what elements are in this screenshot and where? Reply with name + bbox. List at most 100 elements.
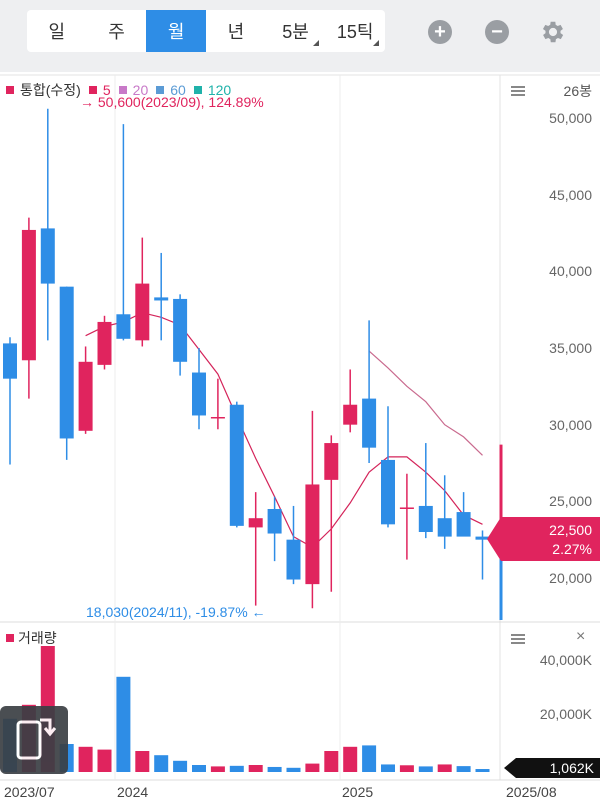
ma5-line [85,312,483,549]
tab-month-label: 월 [167,22,185,42]
volume-bar [229,765,244,772]
x-tick: 2025 [342,784,374,800]
legend-ma20: 20 [132,82,149,98]
tab-week-label: 주 [108,22,125,42]
volume-tick: 40,000K [539,652,592,668]
candle-body [248,518,263,528]
volume-bar [248,765,263,772]
x-tick: 2024 [117,784,149,800]
volume-swatch [6,634,14,642]
legend-ma5: 5 [102,82,111,98]
legend-ma120: 120 [207,82,232,98]
current-price-value: 22,500 [549,522,592,538]
candle-body [418,505,433,532]
candle-body [286,539,301,580]
period-toolbar: 일 주 월 년 5분 15틱 + − [0,0,600,72]
candle-body [116,314,131,339]
tab-15tick[interactable]: 15틱 [325,10,385,52]
volume-bar [173,760,188,772]
close-icon[interactable]: × [576,628,586,645]
volume-bar [324,751,339,772]
minus-circle-icon[interactable]: − [485,20,509,44]
volume-bar [399,765,414,772]
legend-main-label: 통합(수정) [20,82,81,98]
volume-tick: 20,000K [539,706,592,722]
price-tick: 35,000 [549,340,592,356]
candle-body [456,512,471,537]
candle-body [173,298,188,362]
current-price-badge: 22,500 2.27% [487,517,600,561]
current-price-change: 2.27% [552,541,592,557]
plus-circle-icon[interactable]: + [428,20,452,44]
candle-body [3,343,17,379]
volume-menu-icon[interactable] [511,634,525,644]
gear-icon[interactable] [539,18,567,46]
volume-bar [286,767,301,772]
price-tick: 50,000 [549,110,592,126]
price-tick: 40,000 [549,263,592,279]
candle-body [59,286,74,439]
max-price-label: → 50,600(2023/09), 124.89% [80,94,264,110]
candle-body [135,283,150,341]
price-tick: 45,000 [549,187,592,203]
volume-bar [418,766,433,772]
candle-body [154,297,169,301]
candle-body [362,398,377,448]
tab-day-label: 일 [48,22,66,42]
candle-body [437,518,452,537]
candle-body [78,361,93,431]
chart-menu-icon[interactable] [511,86,525,96]
candle-body [343,404,358,425]
legend-swatch-ma60 [156,86,165,94]
tab-day[interactable]: 일 [27,10,87,52]
volume-bar [343,746,358,772]
volume-bar [154,755,169,772]
volume-label: 거래량 [18,630,57,646]
volume-bar [97,749,112,772]
tab-5min-label: 5분 [282,22,309,42]
volume-bar [362,745,377,772]
legend-ma60: 60 [170,82,186,98]
candle-body [381,459,395,525]
tab-week[interactable]: 주 [87,10,147,52]
tab-5min[interactable]: 5분 [266,10,326,52]
dropdown-corner-icon [313,40,320,46]
volume-bar [456,766,471,772]
candle-body [97,321,112,365]
ma20-line [368,350,483,456]
tab-month[interactable]: 월 [146,10,207,52]
price-tick: 25,000 [549,493,592,509]
x-tick: 2025/08 [506,784,557,800]
chart-legend: 통합(수정) 5 20 60 120 [6,80,231,100]
tab-year[interactable]: 년 [206,10,266,52]
min-price-label: 18,030(2024/11), -19.87% ← [86,604,266,620]
candle-body [475,536,490,540]
candle-body [192,372,206,416]
legend-swatch [6,86,14,94]
candle-body [399,507,414,509]
tab-15tick-label: 15틱 [336,22,374,42]
rotate-screen-button[interactable] [0,706,68,774]
candle-body [267,509,282,534]
price-tick: 30,000 [549,417,592,433]
rotate-icon [16,718,57,760]
price-tick: 20,000 [549,570,592,586]
volume-bar [192,765,206,772]
candle-body [21,229,36,361]
volume-bar [135,751,150,772]
dropdown-corner-icon [373,40,380,46]
candle-count: 26봉 [563,83,592,99]
volume-bar [437,764,452,772]
volume-bar [475,769,490,772]
volume-bar [305,763,320,772]
candle-body [305,484,320,585]
volume-bar [78,746,93,772]
current-volume-badge: 1,062K [504,758,600,778]
candle-body [40,228,55,284]
volume-bar [267,766,282,772]
legend-swatch-ma120 [193,86,202,94]
volume-bar [210,766,225,772]
candle-body [324,443,339,480]
candle-body [210,417,225,419]
